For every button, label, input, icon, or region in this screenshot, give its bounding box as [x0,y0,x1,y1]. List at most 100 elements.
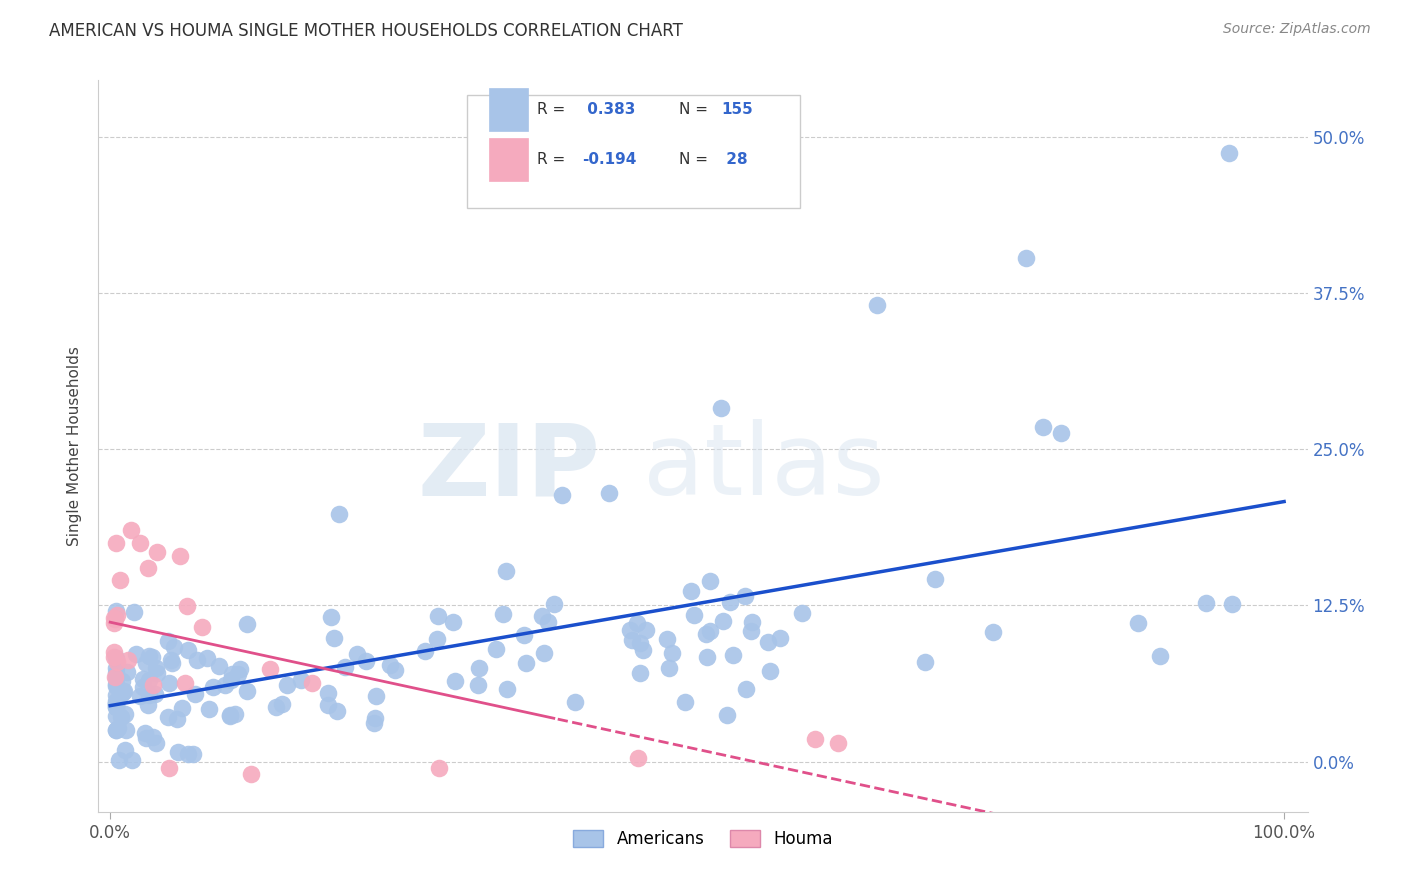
Text: atlas: atlas [643,419,884,516]
Point [427,608,450,623]
Point [366,689,388,703]
Point [105,699,128,714]
Point [120,524,142,538]
Point [104,670,127,684]
Point [103,615,125,630]
Text: N =: N = [679,152,713,167]
Point [631,643,654,657]
Text: Source: ZipAtlas.com: Source: ZipAtlas.com [1223,22,1371,37]
Point [316,686,339,700]
Point [924,572,946,586]
Point [270,697,292,711]
Point [125,648,148,662]
Point [740,624,762,639]
Point [108,574,131,588]
Point [346,648,368,662]
Point [1218,145,1240,160]
Text: ZIP: ZIP [418,419,600,516]
Y-axis label: Single Mother Households: Single Mother Households [67,346,83,546]
Point [626,615,648,630]
Point [627,751,650,765]
Point [564,695,586,709]
Point [146,666,169,681]
Point [515,656,537,670]
Point [198,701,221,715]
Point [301,676,323,690]
Point [1050,425,1073,440]
Point [741,615,763,629]
Point [468,661,491,675]
Point [169,549,191,563]
Point [326,705,349,719]
Point [163,640,186,655]
Point [105,723,128,738]
Point [224,706,246,721]
Point [145,687,167,701]
Point [630,665,652,680]
Point [146,544,169,558]
Point [112,684,135,698]
Point [914,655,936,669]
Point [328,507,350,521]
Point [145,736,167,750]
Text: 155: 155 [721,103,752,117]
Point [679,584,702,599]
Text: 28: 28 [721,152,748,167]
Point [1015,251,1038,265]
Point [711,614,734,628]
Point [495,565,517,579]
Point [132,673,155,687]
Point [105,677,128,691]
Point [240,767,263,781]
Point [673,695,696,709]
Point [1126,616,1149,631]
Point [219,673,242,687]
Point [276,678,298,692]
Point [333,660,356,674]
Point [105,700,128,714]
Point [537,615,560,629]
Point [115,665,138,680]
Point [427,761,450,775]
Point [170,701,193,715]
Point [827,736,849,750]
Point [363,715,385,730]
Point [166,712,188,726]
Point [105,694,128,708]
Point [112,685,135,699]
FancyBboxPatch shape [489,137,527,181]
Point [354,654,377,668]
Point [759,664,782,678]
Point [444,674,467,689]
Point [105,709,128,723]
Point [128,536,150,550]
Point [290,673,312,688]
Point [467,678,489,692]
Point [699,624,721,639]
Text: -0.194: -0.194 [582,152,637,167]
Point [221,667,243,681]
Point [533,646,555,660]
Point [134,726,156,740]
Point [384,663,406,677]
Point [177,747,200,761]
Point [621,633,644,648]
Point [426,632,449,646]
Point [661,646,683,660]
Point [136,561,159,575]
Legend: Americans, Houma: Americans, Houma [567,823,839,855]
Point [176,599,198,613]
Point [111,686,134,700]
Point [138,689,160,703]
Point [543,597,565,611]
Point [181,747,204,761]
Point [756,634,779,648]
Point [114,743,136,757]
Point [129,690,152,704]
Point [176,642,198,657]
Point [104,612,127,626]
Point [201,680,224,694]
Point [492,607,515,621]
Point [105,697,128,711]
Point [110,710,132,724]
